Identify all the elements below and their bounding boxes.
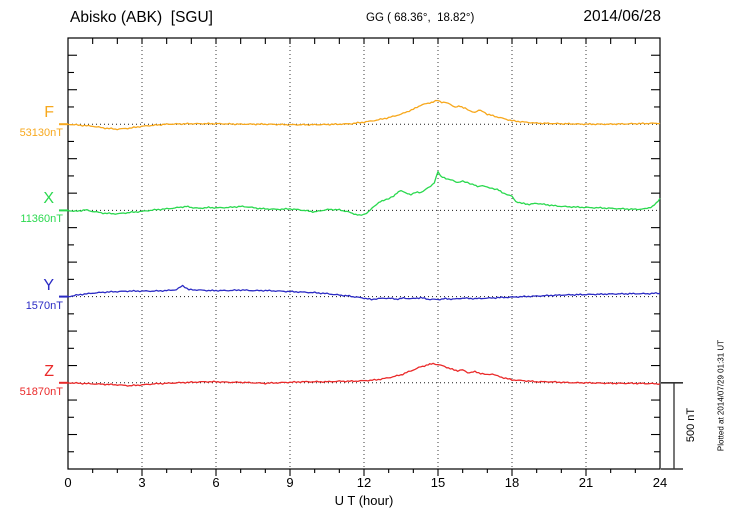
x-axis-tick-label-0: 0 (64, 475, 72, 490)
x-axis-tick-label-15: 15 (430, 475, 446, 490)
x-axis-tick-label-3: 3 (138, 475, 146, 490)
series-z-curve (67, 362, 661, 387)
x-axis-tick-label-21: 21 (578, 475, 594, 490)
component-baseline-value-z: 51870nT (19, 385, 63, 398)
x-axis-tick-label-9: 9 (286, 475, 294, 490)
series-f-curve (67, 99, 661, 131)
scale-bar-label: 500 nT (685, 407, 697, 443)
series-y-curve (68, 284, 661, 301)
component-label-y: Y (43, 276, 54, 294)
station-title: Abisko (ABK) [SGU] (70, 9, 213, 26)
x-axis-title: U T (hour) (334, 493, 394, 508)
x-axis-tick-label-18: 18 (504, 475, 520, 490)
plotted-at-note: Plotted at 2014/07/29 01:31 UT (716, 339, 726, 452)
geographic-coordinates: GG ( 68.36°, 18.82°) (366, 12, 475, 24)
component-baseline-value-f: 53130nT (19, 127, 63, 140)
x-axis-tick-label-6: 6 (212, 475, 220, 490)
component-baseline-value-x: 11360nT (20, 213, 63, 226)
plot-date: 2014/06/28 (583, 8, 661, 25)
component-label-x: X (43, 190, 54, 208)
x-axis-tick-label-24: 24 (652, 475, 668, 490)
component-label-f: F (44, 104, 54, 122)
component-label-z: Z (44, 362, 54, 380)
series-x-curve (67, 170, 661, 216)
x-axis-tick-label-12: 12 (356, 475, 372, 490)
component-baseline-value-y: 1570nT (25, 299, 63, 312)
